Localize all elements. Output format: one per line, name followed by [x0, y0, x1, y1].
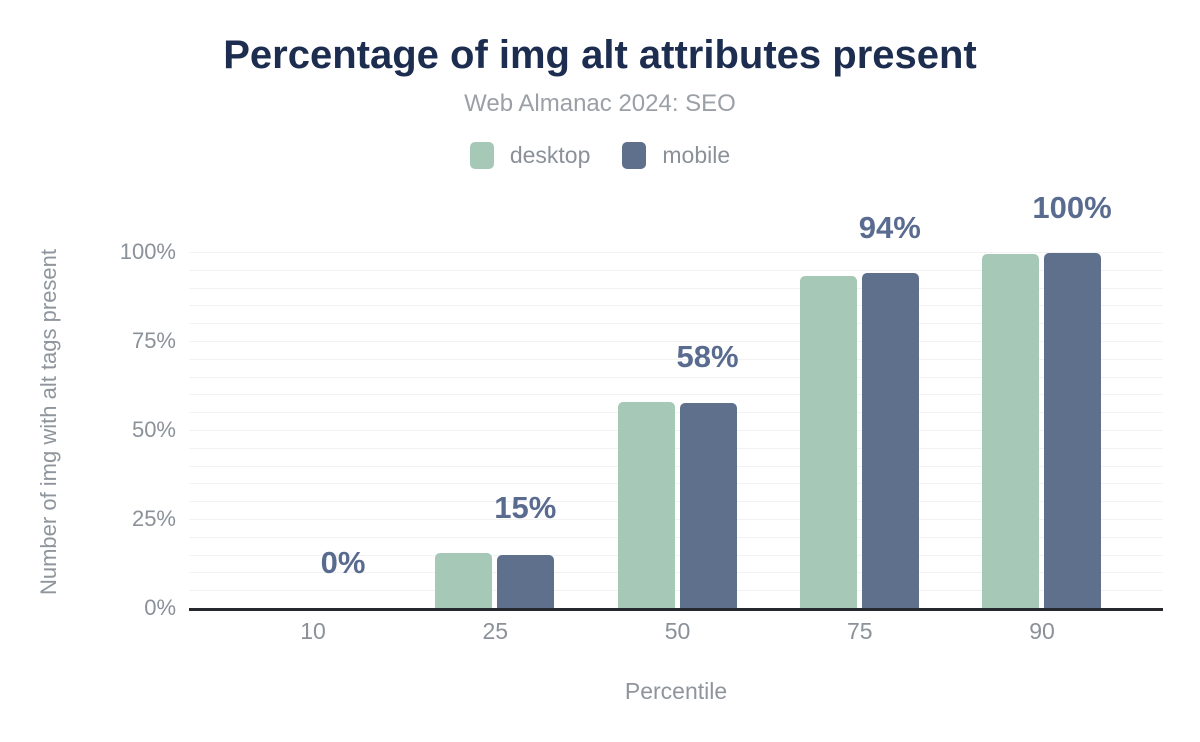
legend-label-mobile: mobile — [662, 142, 731, 168]
bar-mobile — [679, 402, 737, 608]
gridline — [189, 287, 1163, 289]
gridline — [189, 305, 1163, 307]
x-tick-label: 75 — [846, 618, 873, 644]
gridline — [189, 412, 1163, 414]
legend-item-desktop: desktop — [469, 142, 591, 169]
gridline — [189, 394, 1163, 396]
value-label: 58% — [676, 338, 739, 374]
gridline — [189, 519, 1163, 520]
bar-mobile — [1044, 253, 1101, 608]
chart-subtitle: Web Almanac 2024: SEO — [464, 90, 736, 117]
legend-label-desktop: desktop — [509, 142, 591, 168]
bar-desktop — [799, 275, 857, 608]
x-axis-line — [189, 608, 1163, 611]
bar-desktop — [617, 401, 675, 608]
x-tick-label: 10 — [300, 618, 326, 644]
gridline — [189, 590, 1163, 592]
y-tick-label: 25% — [131, 506, 176, 531]
value-label: 100% — [1032, 190, 1112, 226]
gridline — [189, 358, 1163, 360]
x-tick-label: 90 — [1029, 618, 1055, 644]
gridline — [189, 376, 1163, 378]
gridline — [189, 269, 1163, 271]
gridline — [189, 341, 1163, 342]
bar-desktop — [982, 253, 1039, 608]
y-tick-label: 0% — [144, 595, 176, 620]
bar-mobile — [497, 554, 555, 608]
chart-title: Percentage of img alt attributes present — [223, 33, 977, 77]
y-tick-label: 75% — [131, 328, 176, 353]
value-label: 15% — [494, 489, 557, 525]
gridline — [189, 430, 1163, 431]
x-axis-title: Percentile — [624, 678, 728, 704]
gridline — [189, 501, 1163, 503]
x-tick-label: 25 — [482, 618, 509, 644]
gridline — [189, 447, 1163, 449]
gridline — [189, 465, 1163, 467]
value-label: 0% — [320, 545, 366, 580]
x-tick-label: 50 — [664, 618, 691, 644]
gridline — [189, 252, 1163, 253]
value-label: 94% — [858, 210, 921, 246]
gridline — [189, 572, 1163, 574]
legend: desktop mobile — [0, 142, 1200, 169]
y-tick-label: 50% — [131, 417, 176, 442]
gridline — [189, 483, 1163, 485]
mobile-series-swatch — [622, 142, 647, 169]
bar-mobile — [861, 273, 919, 608]
gridline — [189, 536, 1163, 538]
gridline — [189, 323, 1163, 325]
gridline — [189, 554, 1163, 556]
y-axis-title: Number of img with alt tags present — [36, 248, 61, 596]
bar-desktop — [435, 552, 493, 608]
desktop-series-swatch — [469, 142, 494, 169]
legend-item-mobile: mobile — [622, 142, 730, 169]
y-tick-label: 100% — [119, 239, 176, 264]
